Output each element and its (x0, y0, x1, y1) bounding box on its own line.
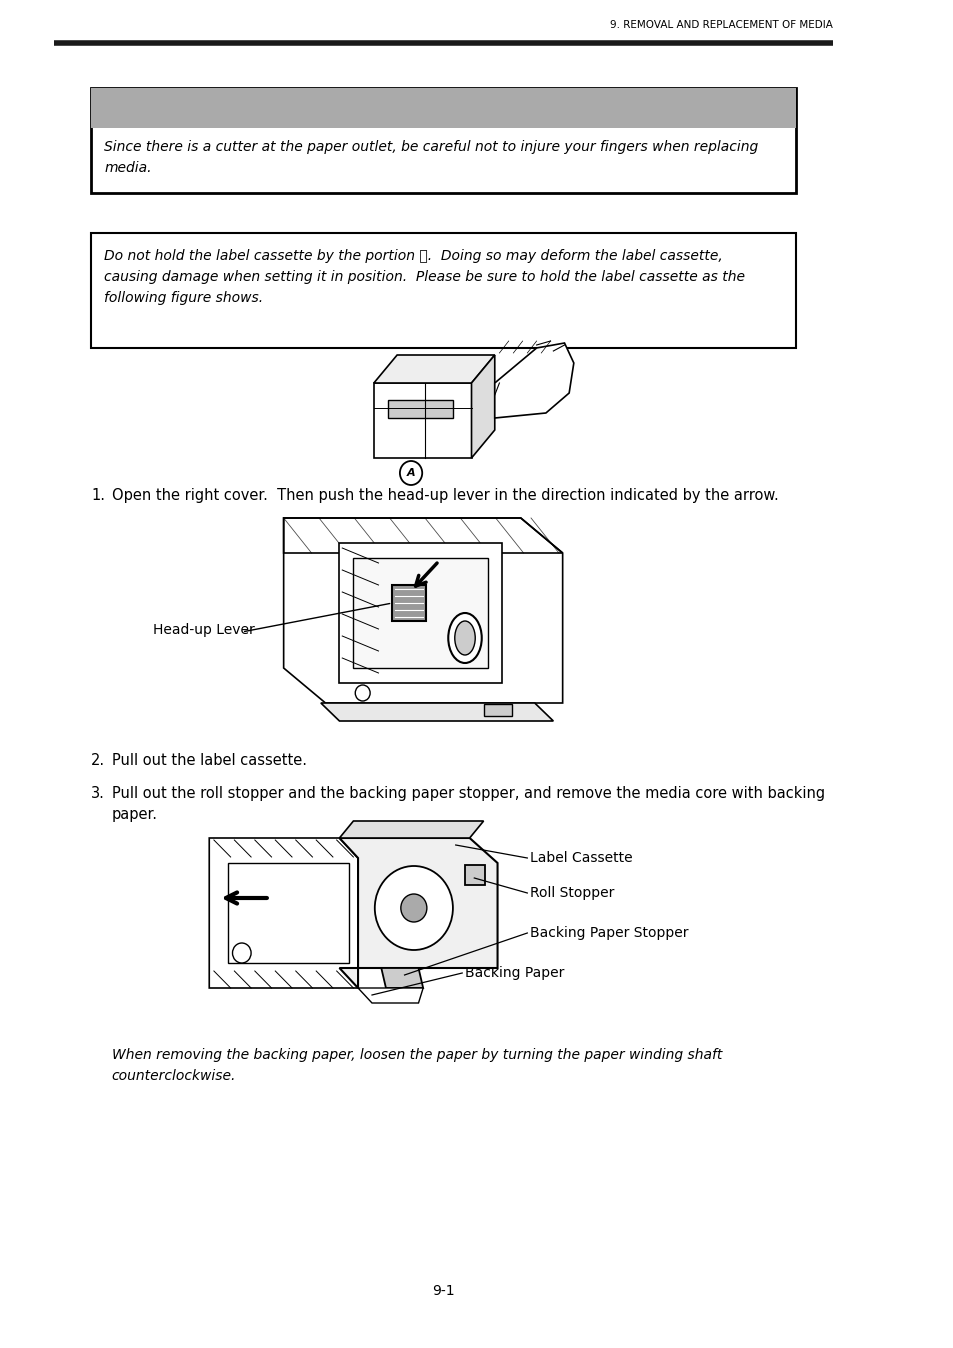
Text: 9-1: 9-1 (432, 1285, 455, 1298)
Bar (91, 88, 795, 128)
Polygon shape (381, 968, 423, 988)
Polygon shape (339, 543, 501, 683)
Polygon shape (392, 585, 425, 621)
Circle shape (375, 865, 453, 950)
Ellipse shape (448, 613, 481, 663)
Polygon shape (495, 342, 573, 418)
Text: 1.: 1. (91, 488, 105, 503)
Circle shape (400, 894, 426, 922)
Polygon shape (209, 838, 357, 988)
Polygon shape (339, 838, 497, 988)
Text: Pull out the label cassette.: Pull out the label cassette. (112, 754, 306, 768)
Polygon shape (283, 518, 562, 704)
Bar (464, 865, 485, 886)
Polygon shape (339, 821, 483, 838)
Circle shape (233, 944, 251, 962)
Bar (91, 233, 795, 348)
Text: 9. REMOVAL AND REPLACEMENT OF MEDIA: 9. REMOVAL AND REPLACEMENT OF MEDIA (610, 20, 832, 30)
Bar (228, 863, 349, 962)
Text: Label Cassette: Label Cassette (530, 851, 632, 865)
Text: A: A (406, 468, 415, 479)
Text: When removing the backing paper, loosen the paper by turning the paper winding s: When removing the backing paper, loosen … (112, 1047, 721, 1082)
Polygon shape (357, 988, 423, 1003)
Text: Backing Paper: Backing Paper (464, 967, 564, 980)
Circle shape (399, 461, 422, 485)
Polygon shape (374, 355, 495, 383)
Circle shape (355, 685, 370, 701)
Polygon shape (471, 355, 495, 458)
Polygon shape (320, 704, 553, 721)
Text: Head-up Lever: Head-up Lever (153, 623, 255, 638)
Polygon shape (374, 383, 471, 458)
Bar (91, 88, 795, 193)
Bar (483, 704, 511, 716)
Text: Since there is a cutter at the paper outlet, be careful not to injure your finge: Since there is a cutter at the paper out… (104, 140, 758, 175)
Text: Pull out the roll stopper and the backing paper stopper, and remove the media co: Pull out the roll stopper and the backin… (112, 786, 823, 822)
Text: Do not hold the label cassette by the portion Ⓐ.  Doing so may deform the label : Do not hold the label cassette by the po… (104, 249, 744, 305)
Text: Backing Paper Stopper: Backing Paper Stopper (530, 926, 688, 940)
Text: Roll Stopper: Roll Stopper (530, 886, 614, 900)
Text: 3.: 3. (91, 786, 105, 801)
Ellipse shape (455, 621, 475, 655)
Bar (388, 400, 453, 418)
Text: 2.: 2. (91, 754, 105, 768)
Text: Open the right cover.  Then push the head-up lever in the direction indicated by: Open the right cover. Then push the head… (112, 488, 778, 503)
Polygon shape (353, 558, 488, 669)
